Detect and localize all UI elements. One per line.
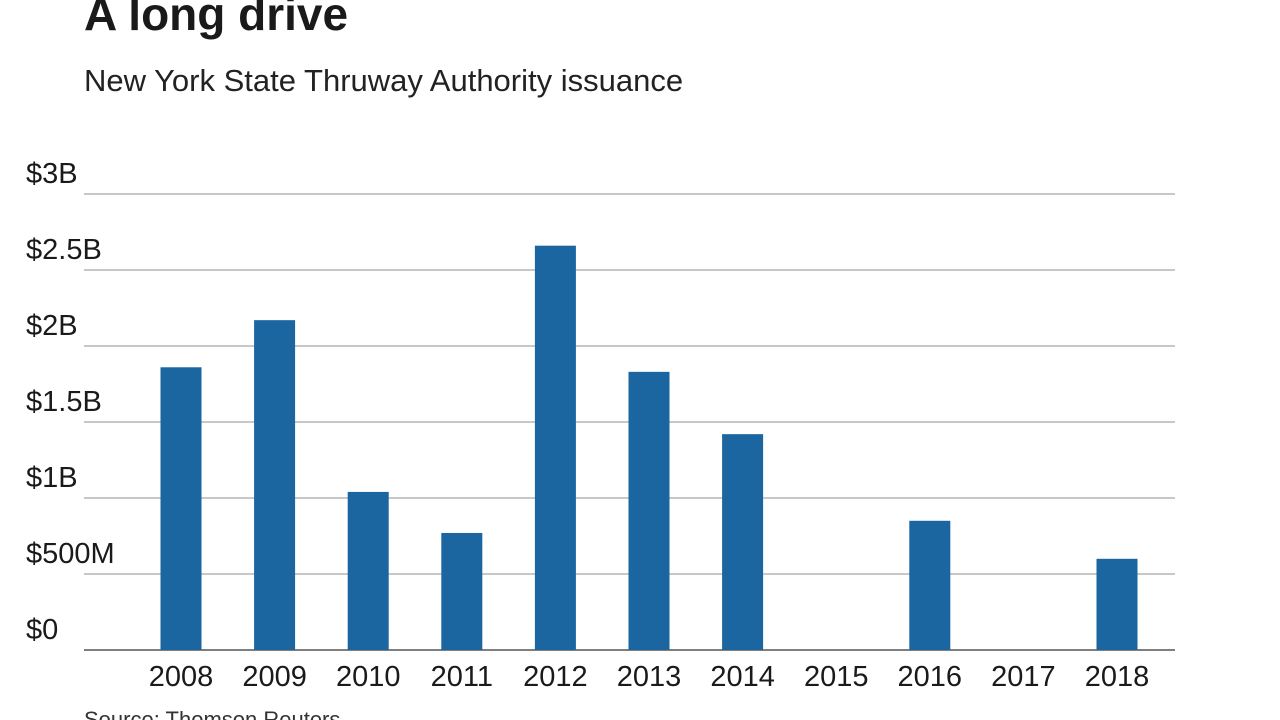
x-tick-label: 2015	[804, 661, 869, 693]
bar-2008	[160, 367, 202, 650]
source-note: Source: Thomson Reuters	[84, 707, 340, 720]
bar-2011	[441, 532, 483, 650]
chart-title: A long drive	[84, 0, 348, 40]
bar-2010	[347, 491, 389, 650]
y-tick-label: $2B	[26, 310, 78, 342]
x-tick-label: 2012	[523, 661, 588, 693]
x-tick-label: 2016	[898, 661, 963, 693]
x-tick-label: 2011	[431, 661, 493, 693]
x-tick-label: 2017	[991, 661, 1056, 693]
chart-subtitle: New York State Thruway Authority issuanc…	[84, 63, 683, 98]
x-axis: 2008 2009 2010 2011 2012 2013 2014 2015 2016 2017…	[149, 661, 1150, 693]
bars	[160, 245, 1138, 650]
bar-2009	[254, 320, 296, 650]
y-tick-label: $0	[26, 614, 58, 646]
x-tick-label: 2010	[336, 661, 401, 693]
x-tick-label: 2014	[710, 661, 775, 693]
bar-2013	[628, 371, 670, 650]
x-tick-label: 2009	[242, 661, 307, 693]
bar-2014	[722, 434, 764, 650]
x-tick-label: 2018	[1085, 661, 1150, 693]
bar-2012	[534, 245, 576, 650]
y-axis: $0 $500M $1B $1.5B $2B $2.5B $3B	[26, 158, 115, 646]
y-tick-label: $1.5B	[26, 386, 102, 418]
x-tick-label: 2013	[617, 661, 682, 693]
y-tick-label: $2.5B	[26, 234, 102, 266]
y-tick-label: $1B	[26, 462, 78, 494]
y-tick-label: $3B	[26, 158, 78, 190]
y-tick-label: $500M	[26, 538, 115, 570]
x-tick-label: 2008	[149, 661, 214, 693]
bar-2016	[909, 520, 951, 650]
bar-2018	[1096, 558, 1138, 650]
